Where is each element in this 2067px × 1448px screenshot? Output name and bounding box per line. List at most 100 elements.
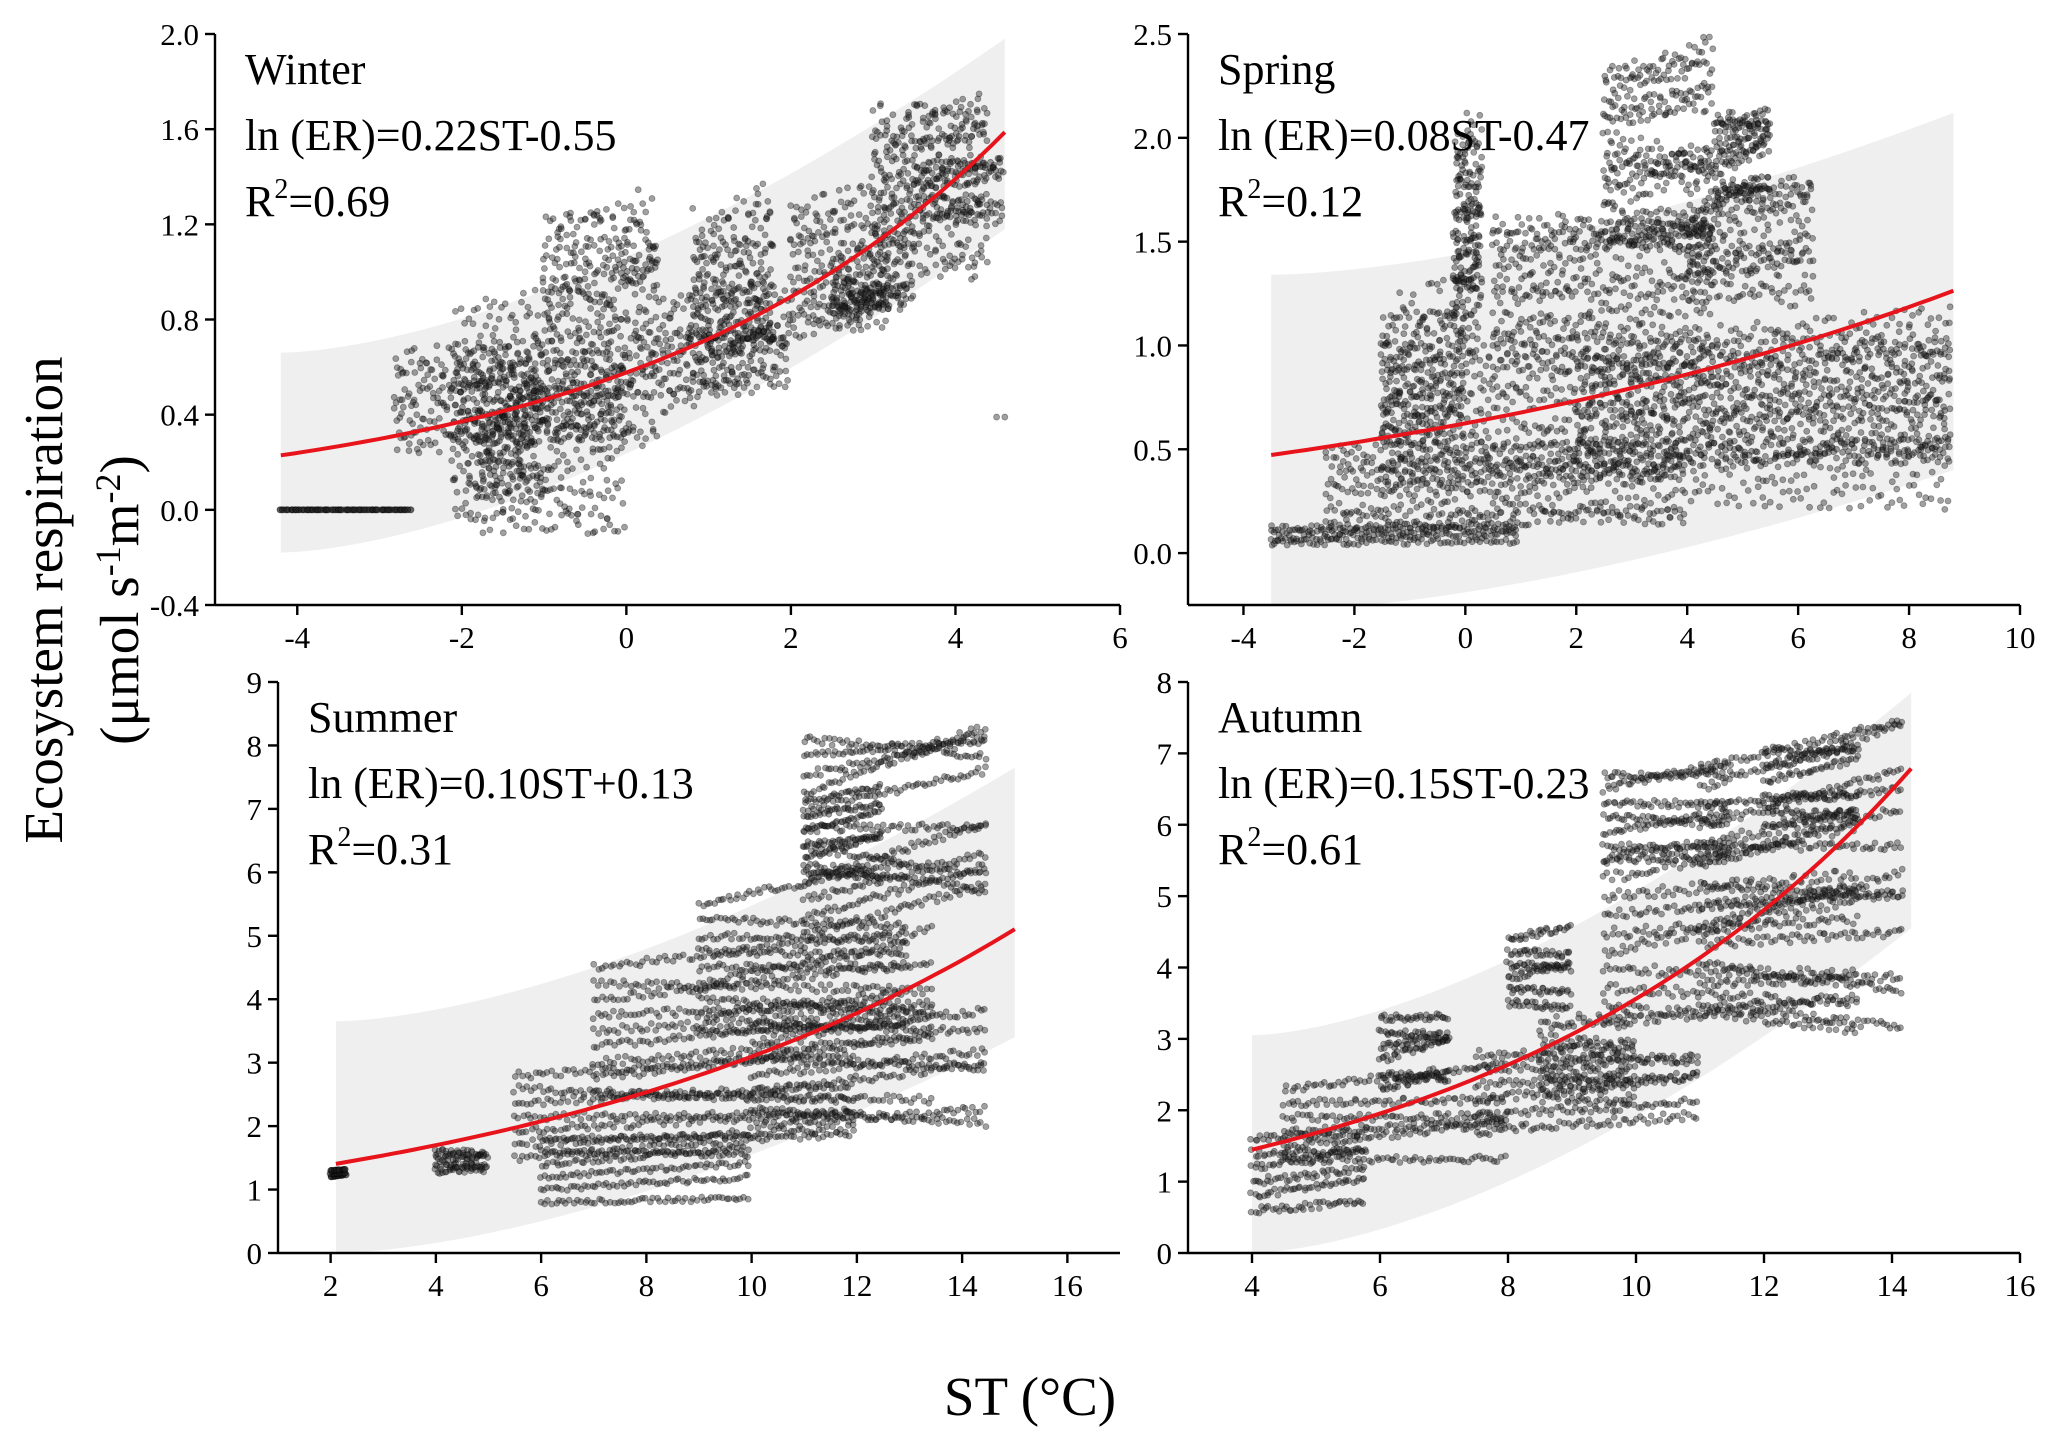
data-point [696,272,703,279]
y-tick-label: 1.2 [160,207,199,242]
data-point [1619,462,1627,470]
data-point [453,369,461,376]
data-point [461,337,469,345]
data-point [723,313,730,321]
data-point [810,330,818,338]
data-point [927,144,935,152]
data-point [581,268,589,276]
data-point [1919,500,1927,508]
data-point [692,234,700,242]
data-point [1451,524,1459,531]
data-point [983,222,990,230]
data-point [837,252,845,260]
data-point [732,207,739,215]
data-point [490,337,498,345]
data-point [1910,352,1917,360]
data-point [1681,489,1689,497]
data-point [488,357,496,365]
data-point [499,509,507,516]
data-point [1727,394,1735,402]
data-point [996,159,1004,166]
data-point [610,224,618,232]
data-point [486,481,494,489]
data-point [926,250,934,258]
data-point [906,190,913,198]
data-point [433,356,441,364]
data-point [1806,503,1813,511]
data-point [1555,494,1563,502]
data-point [892,155,900,163]
y-unit-prefix: (μmol s [89,576,150,745]
data-point [453,488,461,496]
data-point [435,387,443,395]
data-point [1547,517,1554,525]
data-point [1468,441,1476,449]
data-point [762,314,770,322]
data-point [654,334,662,342]
data-point [622,309,630,317]
data-point [634,186,642,194]
data-point [760,327,768,335]
data-point [774,322,781,330]
data-point [680,305,687,313]
data-point [718,303,726,311]
data-point [1525,429,1533,437]
data-point [827,262,835,270]
data-point [1631,513,1639,520]
data-point [883,122,891,130]
data-point [920,192,928,200]
data-point [504,481,512,489]
data-point [512,318,520,326]
data-point [725,214,732,222]
data-point [1520,462,1528,470]
data-point [614,393,622,401]
data-point [958,255,966,263]
data-point [816,218,824,226]
data-point [605,408,612,416]
data-point [542,252,550,259]
data-point [1001,413,1009,421]
data-point [1505,523,1513,530]
data-point [732,295,740,303]
data-point [578,248,585,256]
data-point [596,460,604,468]
data-point [304,506,312,514]
data-point [509,473,516,481]
data-point [458,505,466,513]
data-point [604,403,612,411]
data-point [410,344,418,352]
data-point [1385,510,1392,518]
data-point [707,317,714,325]
data-point [1509,398,1516,406]
data-point [307,506,315,514]
data-point [1507,459,1514,467]
data-point [745,210,752,218]
data-point [1869,484,1877,492]
data-point [692,286,700,294]
data-point [770,283,777,290]
data-point [639,200,647,208]
data-point [618,444,625,452]
data-point [875,298,883,306]
data-point [587,510,595,518]
data-point [1937,497,1944,504]
data-point [603,329,610,336]
data-point [877,168,885,176]
data-point [852,271,860,278]
data-point [476,451,484,459]
data-point [486,526,494,534]
data-point [1355,508,1363,516]
data-point [920,135,927,143]
data-point [648,351,656,359]
data-point [610,296,618,304]
data-point [656,340,664,348]
data-point [699,265,706,273]
data-point [692,329,700,337]
data-point [1414,465,1422,473]
data-point [631,290,639,298]
data-point [590,362,598,370]
data-point [566,293,574,301]
data-point [542,476,549,484]
data-point [926,133,934,141]
data-point [475,368,483,376]
